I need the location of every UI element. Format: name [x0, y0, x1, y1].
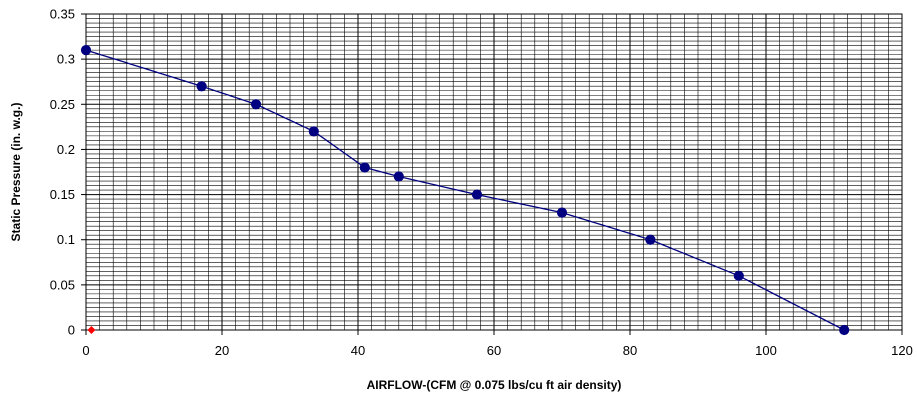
grid-layer — [86, 14, 902, 330]
x-axis-title: AIRFLOW-(CFM @ 0.075 lbs/cu ft air densi… — [367, 378, 622, 392]
y-axis-ticks: 0 0.05 0.1 0.15 0.2 0.25 0.3 0.35 — [50, 7, 86, 338]
data-point — [839, 324, 850, 336]
y-tick-label: 0.15 — [50, 187, 75, 202]
data-point — [250, 99, 262, 110]
series-layer — [80, 45, 850, 336]
y-tick-label: 0.35 — [50, 7, 75, 22]
x-tick-label: 40 — [351, 343, 365, 358]
x-tick-label: 120 — [891, 343, 913, 358]
data-point — [393, 171, 404, 182]
y-tick-label: 0.1 — [57, 232, 75, 247]
x-tick-label: 0 — [82, 343, 89, 358]
data-point — [733, 270, 744, 281]
reference-point — [87, 326, 96, 334]
x-tick-label: 60 — [487, 343, 501, 358]
y-tick-label: 0.05 — [50, 277, 75, 292]
y-axis-title: Static Pressure (in. w.g.) — [9, 103, 23, 242]
x-axis-ticks: 0 20 40 60 80 100 120 — [82, 330, 913, 358]
data-point — [308, 126, 319, 137]
x-tick-label: 20 — [215, 343, 229, 358]
data-point — [645, 234, 656, 245]
data-point — [471, 189, 483, 200]
data-point — [80, 45, 92, 56]
y-tick-label: 0.2 — [57, 142, 75, 157]
data-point — [196, 81, 207, 92]
data-point — [556, 207, 568, 218]
x-tick-label: 80 — [623, 343, 637, 358]
data-point — [359, 162, 370, 173]
y-tick-label: 0 — [68, 323, 75, 338]
y-tick-label: 0.3 — [57, 52, 75, 67]
x-tick-label: 100 — [755, 343, 777, 358]
y-tick-label: 0.25 — [50, 97, 75, 112]
